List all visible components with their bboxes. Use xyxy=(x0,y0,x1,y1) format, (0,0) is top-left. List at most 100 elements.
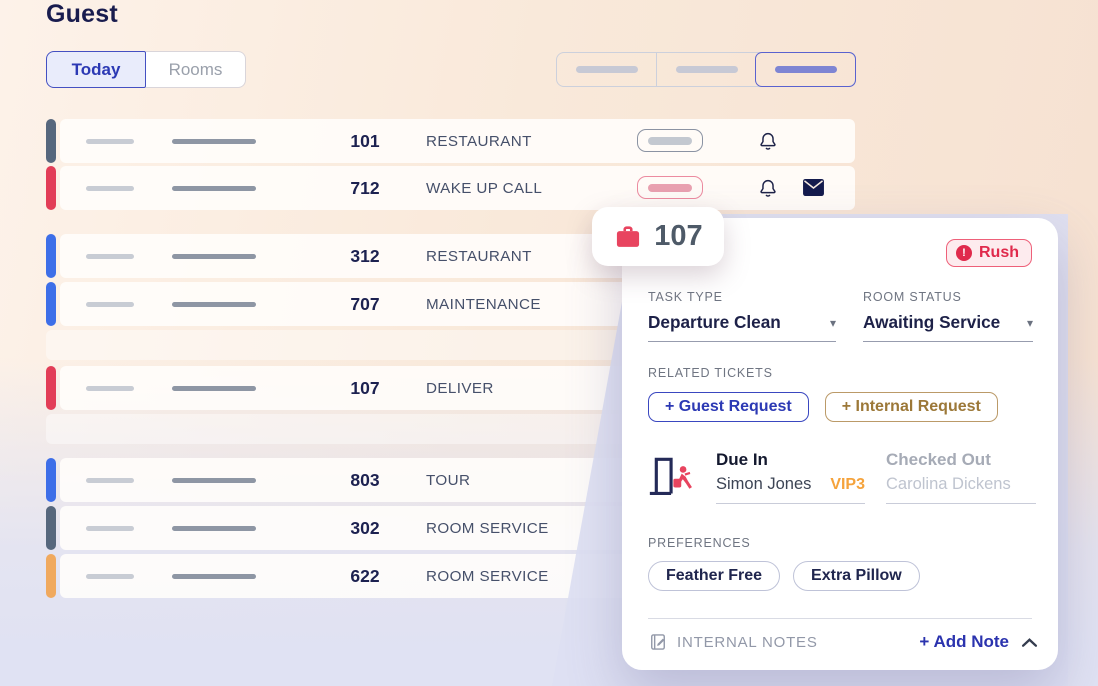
add-note-button[interactable]: + Add Note xyxy=(919,632,1009,651)
segment-2[interactable] xyxy=(656,53,756,86)
room-status-field-label: ROOM STATUS xyxy=(863,290,962,304)
room-number: 712 xyxy=(350,177,380,198)
room-chip[interactable]: 107 xyxy=(592,207,724,266)
segment-1-placeholder xyxy=(575,66,638,73)
placeholder-bar xyxy=(172,477,256,483)
checked-out-guest-name: Carolina Dickens xyxy=(886,475,1011,493)
task-type-label: MAINTENANCE xyxy=(426,295,541,313)
placeholder-bar xyxy=(172,138,256,144)
preference-chips: Feather Free Extra Pillow xyxy=(648,561,920,591)
placeholder-bar xyxy=(86,185,134,191)
due-in-guest-row: Simon Jones VIP3 xyxy=(716,475,865,504)
caret-down-icon: ▾ xyxy=(1026,315,1033,330)
room-number: 622 xyxy=(350,565,380,586)
view-tabs: Today Rooms xyxy=(46,51,246,88)
room-status-value: Awaiting Service xyxy=(863,312,1001,332)
placeholder-bar xyxy=(172,185,256,191)
internal-notes-section: INTERNAL NOTES + Add Note xyxy=(648,632,1038,652)
related-tickets-label: RELATED TICKETS xyxy=(648,366,773,380)
segment-2-placeholder xyxy=(675,66,738,73)
task-type-label: DELIVER xyxy=(426,379,494,397)
rush-label: Rush xyxy=(979,244,1019,261)
due-in-label: Due In xyxy=(716,450,768,469)
task-type-label: WAKE UP CALL xyxy=(426,179,543,197)
row-accent-bar xyxy=(46,554,56,598)
add-internal-request-button[interactable]: + Internal Request xyxy=(824,392,998,422)
task-fields: TASK TYPE Departure Clean ▾ ROOM STATUS … xyxy=(648,290,1033,342)
status-badge[interactable] xyxy=(637,176,703,199)
rush-badge[interactable]: ! Rush xyxy=(946,239,1032,267)
room-chip-number: 107 xyxy=(654,220,703,252)
room-number: 302 xyxy=(350,517,380,538)
room-number: 707 xyxy=(350,293,380,314)
alert-icon: ! xyxy=(956,245,972,261)
task-type-label: ROOM SERVICE xyxy=(426,519,549,537)
tab-rooms-label: Rooms xyxy=(168,59,223,79)
task-type-label: RESTAURANT xyxy=(426,247,532,265)
task-type-field-label: TASK TYPE xyxy=(648,290,723,304)
chevron-up-icon[interactable] xyxy=(1021,637,1038,648)
placeholder-bar xyxy=(86,138,134,144)
row-accent-bar xyxy=(46,234,56,278)
divider xyxy=(648,618,1032,619)
bell-icon[interactable] xyxy=(757,177,779,204)
placeholder-bar xyxy=(172,385,256,391)
task-row-712[interactable]: 712 WAKE UP CALL xyxy=(46,166,855,210)
status-badge-placeholder xyxy=(648,136,692,145)
task-type-field: TASK TYPE Departure Clean ▾ xyxy=(648,290,836,342)
task-row-101[interactable]: 101 RESTAURANT xyxy=(46,119,855,163)
filter-segmented-control xyxy=(556,52,856,87)
preferences-label: PREFERENCES xyxy=(648,536,751,550)
placeholder-bar xyxy=(86,385,134,391)
room-number: 101 xyxy=(350,130,380,151)
task-type-label: RESTAURANT xyxy=(426,132,532,150)
status-badge-placeholder xyxy=(648,183,692,192)
task-type-label: ROOM SERVICE xyxy=(426,567,549,585)
segment-1[interactable] xyxy=(557,53,656,86)
row-accent-bar xyxy=(46,458,56,502)
room-number: 803 xyxy=(350,469,380,490)
row-accent-bar xyxy=(46,506,56,550)
task-detail-panel: ! Rush TASK TYPE Departure Clean ▾ ROOM … xyxy=(622,218,1058,670)
placeholder-bar xyxy=(86,525,134,531)
checked-out-label: Checked Out xyxy=(886,450,991,469)
row-accent-bar xyxy=(46,166,56,210)
task-type-value: Departure Clean xyxy=(648,312,781,332)
ticket-buttons: + Guest Request + Internal Request xyxy=(648,392,998,422)
note-edit-icon xyxy=(648,632,668,652)
task-type-select[interactable]: Departure Clean ▾ xyxy=(648,312,836,342)
segment-3-active[interactable] xyxy=(755,52,856,87)
checked-out-guest-row: Carolina Dickens xyxy=(886,475,1036,504)
due-in-column: Due In Simon Jones VIP3 xyxy=(716,450,865,504)
placeholder-bar xyxy=(86,253,134,259)
briefcase-icon xyxy=(613,223,643,251)
row-accent-bar xyxy=(46,119,56,163)
task-type-label: TOUR xyxy=(426,471,471,489)
placeholder-bar xyxy=(86,477,134,483)
due-in-guest-name: Simon Jones xyxy=(716,475,812,493)
add-guest-request-button[interactable]: + Guest Request xyxy=(648,392,809,422)
placeholder-bar xyxy=(172,253,256,259)
tab-today[interactable]: Today xyxy=(46,51,146,88)
preference-chip-feather-free[interactable]: Feather Free xyxy=(648,561,781,591)
tab-rooms[interactable]: Rooms xyxy=(146,51,246,88)
preferences-section: PREFERENCES Feather Free Extra Pillow xyxy=(648,536,920,591)
placeholder-bar xyxy=(86,573,134,579)
related-tickets-section: RELATED TICKETS + Guest Request + Intern… xyxy=(648,366,998,422)
task-row-card: 712 WAKE UP CALL xyxy=(60,166,855,210)
room-number: 312 xyxy=(350,245,380,266)
checked-out-column: Checked Out Carolina Dickens xyxy=(886,450,1036,504)
placeholder-bar xyxy=(172,573,256,579)
placeholder-bar xyxy=(172,525,256,531)
guest-movement-section: Due In Simon Jones VIP3 Checked Out Caro… xyxy=(648,450,1036,504)
envelope-icon[interactable] xyxy=(802,178,825,202)
room-number: 107 xyxy=(350,377,380,398)
status-badge[interactable] xyxy=(637,129,703,152)
page-title: Guest xyxy=(46,0,118,28)
segment-3-placeholder xyxy=(774,66,837,73)
room-status-select[interactable]: Awaiting Service ▾ xyxy=(863,312,1033,342)
room-status-field: ROOM STATUS Awaiting Service ▾ xyxy=(863,290,1033,342)
bell-icon[interactable] xyxy=(757,130,779,157)
preference-chip-extra-pillow[interactable]: Extra Pillow xyxy=(793,561,920,591)
